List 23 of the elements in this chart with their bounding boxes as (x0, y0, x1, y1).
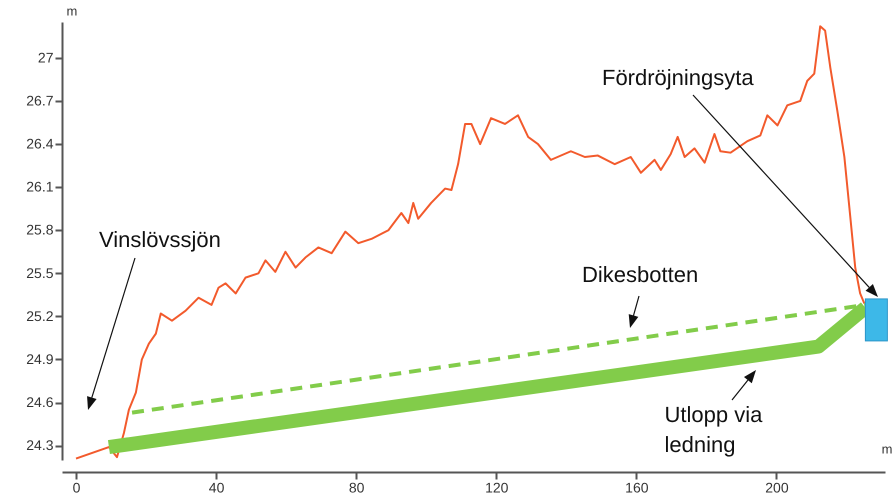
y-tick-label: 26.7 (26, 92, 54, 108)
annotation: Fördröjningsyta (602, 64, 754, 92)
line-series (75, 25, 866, 460)
y-tick-label: 24.3 (26, 437, 54, 454)
y-tick-label: 27 (38, 49, 54, 66)
x-tick-label: 120 (485, 480, 509, 496)
x-tick-label: 160 (625, 480, 649, 496)
x-tick-label: 80 (348, 480, 365, 496)
x-tick-label: 40 (208, 480, 225, 496)
x-axis-title: m (882, 442, 892, 456)
y-axis-title: m (66, 4, 78, 18)
annotation: Dikesbotten (582, 261, 698, 289)
x-tick-label: 0 (72, 480, 81, 496)
x-tick-label: 200 (765, 480, 789, 496)
y-tick-label: 25.8 (26, 222, 54, 238)
y-tick-label: 26.1 (26, 178, 54, 195)
annotation: Vinslövssjön (99, 226, 221, 254)
y-tick-label: 26.4 (26, 136, 54, 152)
y-tick-label: 25.5 (26, 264, 54, 281)
y-tick-label: 24.9 (26, 350, 54, 367)
y-tick-label: 24.6 (26, 394, 54, 410)
annotation: Utlopp via ledning (664, 401, 764, 459)
y-tick-label: 25.2 (26, 308, 54, 324)
